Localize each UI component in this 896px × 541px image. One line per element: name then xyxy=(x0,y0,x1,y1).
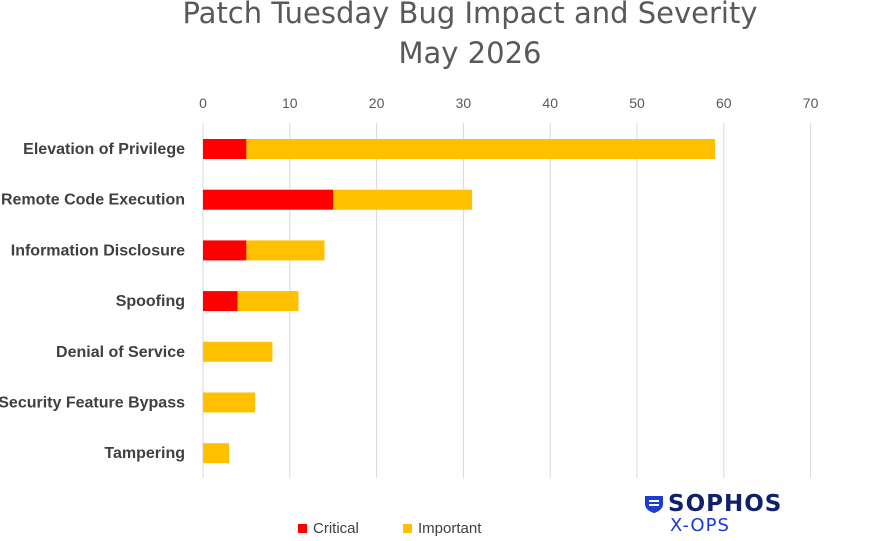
category-label: Elevation of Privilege xyxy=(23,141,185,158)
x-tick-label: 50 xyxy=(629,95,645,111)
x-tick-label: 70 xyxy=(803,95,819,111)
bar-critical-information-disclosure xyxy=(203,240,247,261)
sophos-shield-icon xyxy=(645,495,663,513)
logo-brand-text: SOPHOS xyxy=(668,491,783,517)
x-tick-label: 20 xyxy=(369,95,385,111)
legend-important-label: Important xyxy=(418,520,482,537)
legend-critical: Critical xyxy=(298,520,359,537)
bar-important-information-disclosure xyxy=(246,240,325,261)
sophos-logo: SOPHOS X-OPS xyxy=(644,493,782,537)
category-label: Remote Code Execution xyxy=(1,192,185,209)
x-tick-label: 60 xyxy=(716,95,732,111)
bar-important-remote-code-execution xyxy=(333,189,473,210)
category-label: Information Disclosure xyxy=(11,242,185,259)
bar-important-tampering xyxy=(203,443,230,464)
category-label: Tampering xyxy=(104,445,185,462)
bar-critical-elevation-of-privilege xyxy=(203,139,247,159)
legend-important: Important xyxy=(403,520,481,537)
category-label: Spoofing xyxy=(116,293,185,310)
logo-sub-text: X-OPS xyxy=(670,515,730,536)
bar-critical-remote-code-execution xyxy=(203,189,334,210)
x-tick-label: 0 xyxy=(199,95,207,111)
bar-important-elevation-of-privilege xyxy=(246,139,716,159)
bar-critical-spoofing xyxy=(203,291,238,312)
bar-important-denial-of-service xyxy=(203,341,273,362)
category-label: Security Feature Bypass xyxy=(0,395,185,412)
legend-critical-label: Critical xyxy=(313,520,359,537)
legend-critical-swatch xyxy=(298,524,307,533)
legend-important-swatch xyxy=(403,524,412,533)
x-tick-label: 40 xyxy=(542,95,558,111)
chart-title-line1: Patch Tuesday Bug Impact and Severity xyxy=(182,0,758,30)
chart-title-line2: May 2026 xyxy=(398,36,542,70)
x-tick-label: 30 xyxy=(456,95,472,111)
category-label: Denial of Service xyxy=(56,344,185,361)
bar-important-spoofing xyxy=(237,291,299,312)
bar-important-security-feature-bypass xyxy=(203,392,256,413)
x-tick-label: 10 xyxy=(282,95,298,111)
